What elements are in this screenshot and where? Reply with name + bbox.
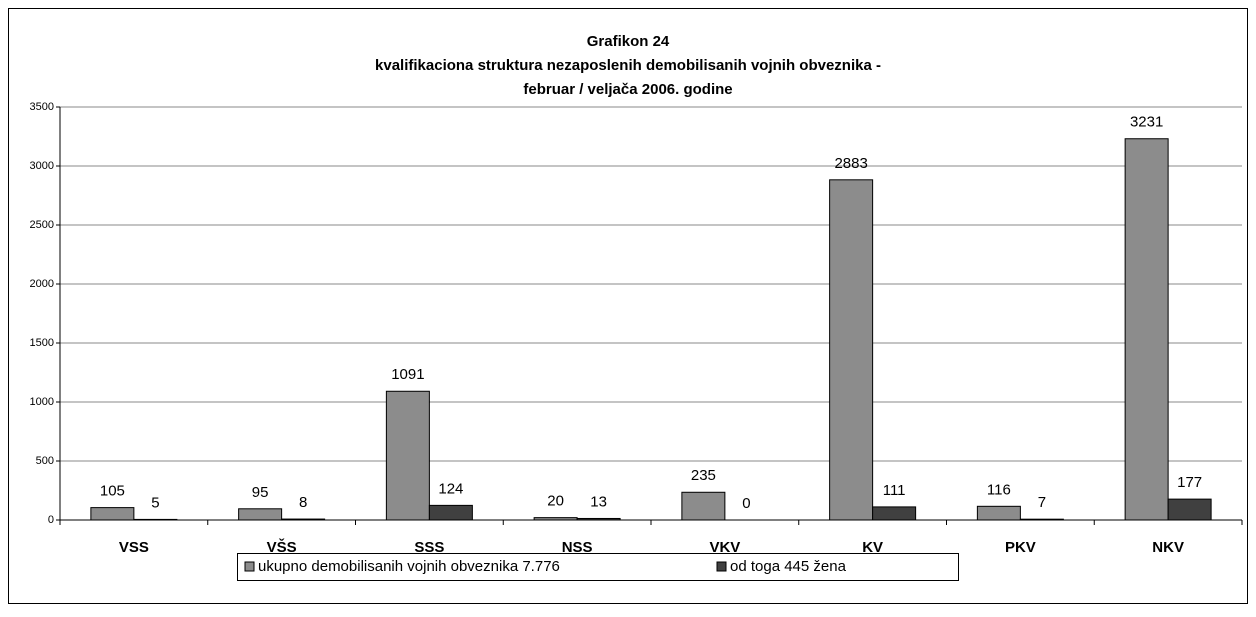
y-tick-label: 3500 [30,101,54,113]
x-tick-label: VKV [709,539,740,556]
bar [576,517,621,521]
bar [1167,498,1212,521]
legend-box [237,553,959,581]
bar [533,517,578,521]
bar [681,491,726,521]
bar [428,504,473,521]
data-label: 3231 [1130,114,1163,131]
bar [1124,138,1169,521]
data-label: 13 [590,493,607,510]
data-label: 111 [883,482,906,499]
data-label: 105 [100,483,125,500]
bar [829,179,874,521]
y-tick-label: 2500 [30,219,54,231]
y-tick-label: 1000 [30,396,54,408]
data-label: 8 [299,494,307,511]
bar [133,518,178,521]
x-tick-label: KV [862,539,883,556]
bar [90,507,135,521]
chart-subtitle: kvalifikaciona struktura nezaposlenih de… [375,57,881,74]
data-label: 1091 [391,366,424,383]
y-tick-label: 3000 [30,160,54,172]
legend-swatch [244,561,255,572]
x-tick-label: NKV [1152,539,1184,556]
bar [1019,518,1064,521]
legend-swatch [716,561,727,572]
bar [385,390,430,521]
legend-label: od toga 445 žena [730,558,847,575]
data-label: 177 [1177,474,1202,491]
data-label: 5 [151,494,159,511]
chart-subtitle: februar / veljača 2006. godine [523,81,732,98]
y-tick-label: 500 [36,455,54,467]
y-tick-label: 2000 [30,278,54,290]
y-tick-label: 0 [48,514,54,526]
data-label: 0 [742,495,750,512]
data-label: 7 [1038,494,1046,511]
data-label: 20 [547,493,564,510]
y-tick-label: 1500 [30,337,54,349]
x-tick-label: VŠS [267,538,297,556]
bar [281,518,326,521]
bar [238,508,283,521]
legend-label: ukupno demobilisanih vojnih obveznika 7.… [258,558,560,575]
data-label: 124 [438,480,463,497]
x-tick-label: PKV [1005,539,1036,556]
bar [872,506,917,521]
chart-frame [8,8,1248,604]
bar [976,505,1021,521]
data-label: 2883 [834,155,867,172]
x-tick-label: NSS [562,539,593,556]
data-label: 95 [252,484,269,501]
data-label: 116 [987,481,1011,498]
chart-title: Grafikon 24 [587,33,670,50]
x-tick-label: SSS [414,539,444,556]
x-tick-label: VSS [119,539,149,556]
data-label: 235 [691,467,716,484]
